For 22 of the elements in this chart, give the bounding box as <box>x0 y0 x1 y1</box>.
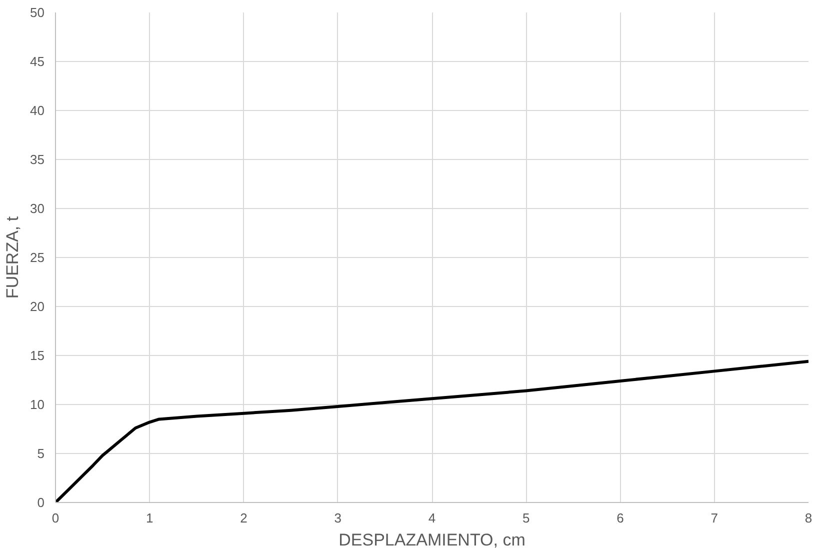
y-tick-label: 10 <box>30 397 45 412</box>
x-tick-label: 3 <box>334 510 342 526</box>
y-axis-title: FUERZA, t <box>3 216 22 299</box>
y-tick-label: 40 <box>30 103 45 118</box>
y-tick-label: 35 <box>30 152 45 167</box>
x-tick-label: 8 <box>804 510 812 526</box>
y-tick-label: 5 <box>37 446 45 461</box>
y-tick-label: 15 <box>30 348 45 363</box>
x-tick-label: 1 <box>146 510 154 526</box>
y-tick-label: 50 <box>30 5 45 20</box>
x-axis-title: DESPLAZAMIENTO, cm <box>338 530 526 550</box>
x-tick-label: 6 <box>616 510 624 526</box>
y-tick-label: 25 <box>30 250 45 265</box>
y-tick-label: 0 <box>37 495 45 510</box>
y-tick-label: 30 <box>30 201 45 216</box>
x-tick-label: 4 <box>428 510 436 526</box>
x-tick-label: 2 <box>240 510 248 526</box>
x-tick-label: 0 <box>52 510 60 526</box>
y-tick-label: 45 <box>30 54 45 69</box>
x-tick-label: 7 <box>710 510 718 526</box>
y-tick-label: 20 <box>30 299 45 314</box>
x-tick-label: 5 <box>522 510 530 526</box>
